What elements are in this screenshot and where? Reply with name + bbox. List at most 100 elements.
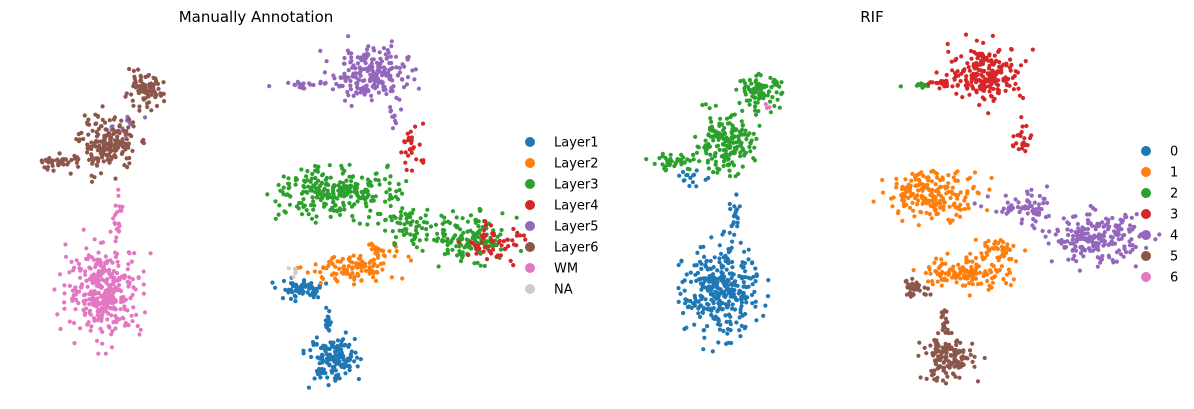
data-point — [315, 167, 320, 172]
data-point — [442, 228, 447, 233]
data-point — [302, 185, 307, 190]
data-point — [406, 254, 411, 259]
data-point — [724, 319, 729, 324]
data-point — [706, 142, 711, 147]
data-point — [372, 74, 377, 79]
data-point — [402, 85, 407, 90]
data-point — [318, 48, 323, 54]
data-point — [707, 106, 712, 111]
data-point — [60, 157, 65, 162]
data-point — [338, 75, 343, 80]
data-point — [413, 228, 418, 233]
data-point — [277, 203, 282, 208]
data-point — [718, 116, 723, 121]
data-point — [351, 93, 356, 98]
data-point — [938, 193, 944, 199]
data-point — [62, 283, 67, 288]
data-point — [1110, 215, 1115, 221]
data-point — [460, 255, 465, 260]
data-point — [314, 368, 320, 374]
data-point — [310, 171, 315, 177]
data-point — [700, 102, 705, 108]
data-point — [78, 268, 83, 273]
data-point — [85, 322, 90, 327]
data-point — [880, 190, 886, 195]
data-point — [361, 190, 366, 195]
data-point — [363, 201, 368, 206]
data-point — [677, 173, 682, 178]
data-point — [66, 160, 71, 165]
data-point — [478, 263, 483, 268]
data-point — [126, 125, 131, 130]
data-point — [978, 68, 984, 73]
data-point — [997, 64, 1002, 69]
data-point — [682, 288, 687, 293]
data-point — [131, 124, 136, 129]
data-point — [717, 243, 722, 248]
data-point — [361, 195, 366, 200]
data-point — [387, 181, 392, 186]
data-point — [352, 202, 357, 207]
data-point — [725, 283, 730, 288]
data-point — [371, 57, 376, 62]
legend-label: 0 — [1170, 145, 1178, 160]
data-point — [688, 175, 693, 180]
data-point — [409, 140, 414, 146]
data-point — [747, 102, 752, 107]
data-point — [750, 282, 755, 287]
data-point — [1070, 237, 1075, 242]
legend-marker — [525, 179, 535, 189]
data-point — [125, 308, 130, 313]
data-point — [765, 93, 770, 98]
data-point — [950, 68, 955, 73]
data-point — [362, 78, 367, 83]
data-point — [1129, 215, 1134, 220]
data-point — [1087, 220, 1092, 225]
data-point — [95, 113, 100, 119]
data-point — [405, 220, 410, 225]
data-point — [916, 178, 922, 183]
legend-marker — [1141, 167, 1151, 177]
data-point — [147, 85, 152, 90]
data-point — [911, 292, 916, 297]
data-point — [734, 87, 739, 92]
data-point — [644, 157, 649, 162]
data-point — [972, 354, 977, 359]
data-point — [91, 158, 96, 163]
data-point — [1020, 217, 1025, 222]
data-point — [84, 256, 89, 261]
data-point — [986, 111, 991, 116]
data-point — [919, 182, 925, 187]
data-point — [951, 348, 956, 353]
data-point — [314, 335, 319, 340]
data-point — [92, 175, 97, 180]
data-point — [108, 258, 113, 263]
data-point — [695, 270, 701, 275]
data-point — [1114, 259, 1119, 264]
data-point — [723, 280, 728, 285]
data-point — [979, 281, 984, 286]
data-point — [372, 71, 377, 76]
data-point — [299, 201, 304, 206]
data-point — [106, 299, 111, 304]
data-point — [376, 221, 381, 226]
data-point — [107, 267, 112, 273]
data-point — [959, 355, 964, 360]
data-point — [332, 376, 337, 381]
data-point — [335, 376, 340, 381]
data-point — [369, 93, 374, 98]
data-point — [956, 349, 961, 355]
data-point — [309, 203, 314, 208]
data-point — [406, 213, 411, 218]
data-point — [339, 163, 344, 168]
data-point — [358, 357, 363, 362]
data-point — [324, 356, 329, 361]
data-point — [922, 345, 927, 350]
data-point — [104, 281, 109, 286]
data-point — [488, 223, 494, 228]
data-point — [754, 318, 759, 323]
data-point — [101, 139, 106, 144]
data-point — [757, 123, 762, 128]
data-point — [750, 260, 755, 265]
